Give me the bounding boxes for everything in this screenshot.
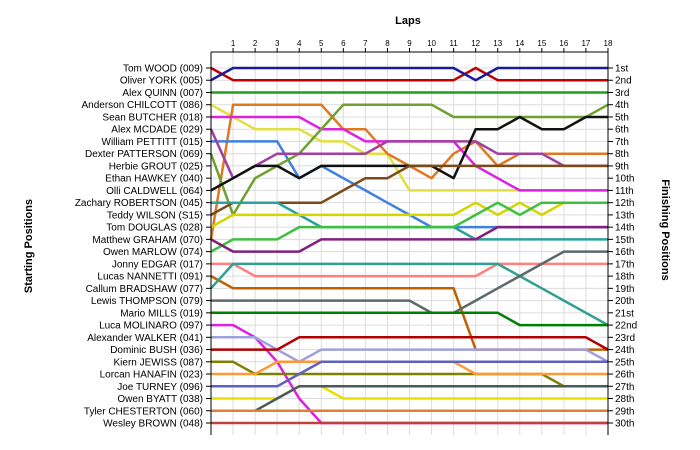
starting-position-label: Mario MILLS (019): [120, 308, 203, 319]
driver-position-line: [211, 360, 608, 388]
starting-position-label: Kiern JEWISS (087): [114, 357, 203, 368]
finishing-position-labels: 1st2nd3rd4th5th6th7th8th9th10th11th12th1…: [608, 64, 637, 430]
starting-position-label: Alex QUINN (007): [122, 88, 203, 99]
finishing-position-label: 11th: [615, 186, 634, 197]
lap-tick-label: 13: [493, 39, 502, 48]
starting-position-label: Tom WOOD (009): [123, 64, 203, 75]
lap-tick-label: 14: [515, 39, 524, 48]
finishing-position-label: 5th: [615, 112, 629, 123]
finishing-position-label: 8th: [615, 149, 629, 160]
finishing-position-label: 10th: [615, 174, 634, 185]
starting-position-label: Owen BYATT (038): [117, 394, 203, 405]
starting-position-label: Tyler CHESTERTON (060): [84, 406, 203, 417]
finishing-position-label: 17th: [615, 259, 634, 270]
lap-tick-label: 18: [604, 39, 613, 48]
finishing-position-label: 16th: [615, 247, 634, 258]
finishing-position-label: 3rd: [615, 88, 629, 99]
starting-position-label: Ethan HAWKEY (040): [105, 174, 203, 185]
lap-tick-label: 7: [363, 39, 368, 48]
x-axis-title: Laps: [395, 15, 421, 27]
starting-position-label: Lewis THOMPSON (079): [91, 296, 203, 307]
lap-tick-label: 16: [559, 39, 568, 48]
finishing-position-label: 22nd: [615, 321, 637, 332]
lap-tick-label: 9: [407, 39, 412, 48]
starting-position-label: Dexter PATTERSON (069): [85, 149, 203, 160]
starting-position-label: Dominic BUSH (036): [110, 345, 203, 356]
lap-tick-label: 1: [231, 39, 236, 48]
starting-position-label: Olli CALDWELL (064): [106, 186, 203, 197]
starting-position-label: Alexander WALKER (041): [87, 333, 203, 344]
lap-tick-label: 6: [341, 39, 346, 48]
lap-tick-label: 17: [581, 39, 590, 48]
finishing-position-label: 4th: [615, 100, 629, 111]
finishing-position-label: 15th: [615, 235, 634, 246]
lap-tick-label: 11: [449, 39, 458, 48]
starting-position-label: William PETTITT (015): [102, 137, 204, 148]
finishing-position-label: 12th: [615, 198, 634, 209]
starting-position-label: Tom DOUGLAS (028): [106, 223, 203, 234]
finishing-position-label: 19th: [615, 284, 634, 295]
y-axis-title-right: Finishing Positions: [659, 179, 671, 280]
finishing-position-label: 6th: [615, 125, 629, 136]
finishing-position-label: 26th: [615, 370, 634, 381]
finishing-position-label: 27th: [615, 382, 634, 393]
lap-tick-label: 15: [537, 39, 546, 48]
driver-position-line: [210, 66, 608, 82]
starting-position-label: Owen MARLOW (074): [103, 247, 203, 258]
starting-position-label: Oliver YORK (005): [120, 76, 203, 87]
driver-position-line: [210, 66, 608, 82]
driver-position-line: [210, 225, 608, 253]
position-lines: [209, 66, 609, 425]
starting-position-label: Callum BRADSHAW (077): [86, 284, 203, 295]
starting-grid-labels: Tom WOOD (009)Oliver YORK (005)Alex QUIN…: [75, 64, 211, 430]
y-axis-title-left: Starting Positions: [23, 199, 35, 293]
lap-tick-label: 3: [275, 39, 280, 48]
driver-position-line: [211, 336, 609, 351]
lap-tick-label: 4: [297, 39, 302, 48]
finishing-position-label: 2nd: [615, 76, 632, 87]
driver-position-line: [211, 250, 608, 315]
starting-position-label: Luca MOLINARO (097): [99, 321, 203, 332]
starting-position-label: Herbie GROUT (025): [109, 161, 203, 172]
starting-position-label: Wesley BROWN (048): [103, 419, 203, 430]
finishing-position-label: 25th: [615, 357, 634, 368]
lap-tick-label: 8: [385, 39, 390, 48]
finishing-position-label: 13th: [615, 210, 634, 221]
lap-tick-label: 5: [319, 39, 324, 48]
starting-position-label: Sean BUTCHER (018): [102, 112, 203, 123]
starting-position-label: Matthew GRAHAM (070): [92, 235, 203, 246]
finishing-position-label: 14th: [615, 223, 634, 234]
starting-position-label: Anderson CHILCOTT (086): [81, 100, 203, 111]
starting-position-label: Jonny EDGAR (017): [112, 259, 203, 270]
driver-position-line: [210, 262, 609, 327]
finishing-position-label: 1st: [615, 64, 629, 75]
finishing-position-label: 18th: [615, 272, 634, 283]
finishing-position-label: 24th: [615, 345, 634, 356]
lap-tick-label: 12: [471, 39, 480, 48]
finishing-position-label: 9th: [615, 161, 629, 172]
starting-position-label: Alex MCDADE (029): [111, 125, 203, 136]
driver-position-line: [210, 201, 608, 229]
finishing-position-label: 23rd: [615, 333, 635, 344]
finishing-position-label: 21st: [615, 308, 634, 319]
driver-position-line: [210, 201, 608, 253]
finishing-position-label: 20th: [615, 296, 634, 307]
finishing-position-label: 7th: [615, 137, 629, 148]
lap-tick-label: 10: [427, 39, 436, 48]
starting-position-label: Lorcan HANAFIN (023): [100, 370, 203, 381]
starting-position-label: Joe TURNEY (096): [117, 382, 203, 393]
driver-position-line: [211, 385, 608, 413]
driver-position-line: [209, 128, 608, 180]
finishing-position-label: 30th: [615, 419, 634, 430]
finishing-position-label: 28th: [615, 394, 634, 405]
starting-position-label: Lucas NANNETTI (091): [97, 272, 203, 283]
lap-tick-label: 2: [253, 39, 258, 48]
driver-position-line: [211, 311, 608, 327]
starting-position-label: Zachary ROBERTSON (045): [75, 198, 203, 209]
finishing-position-label: 29th: [615, 406, 634, 417]
starting-position-label: Teddy WILSON (S15): [107, 210, 203, 221]
lap-tick-labels: 1 2 3 4 5 6 7 8 9 10 11 12 13 14 15 16 17 18: [231, 39, 613, 52]
